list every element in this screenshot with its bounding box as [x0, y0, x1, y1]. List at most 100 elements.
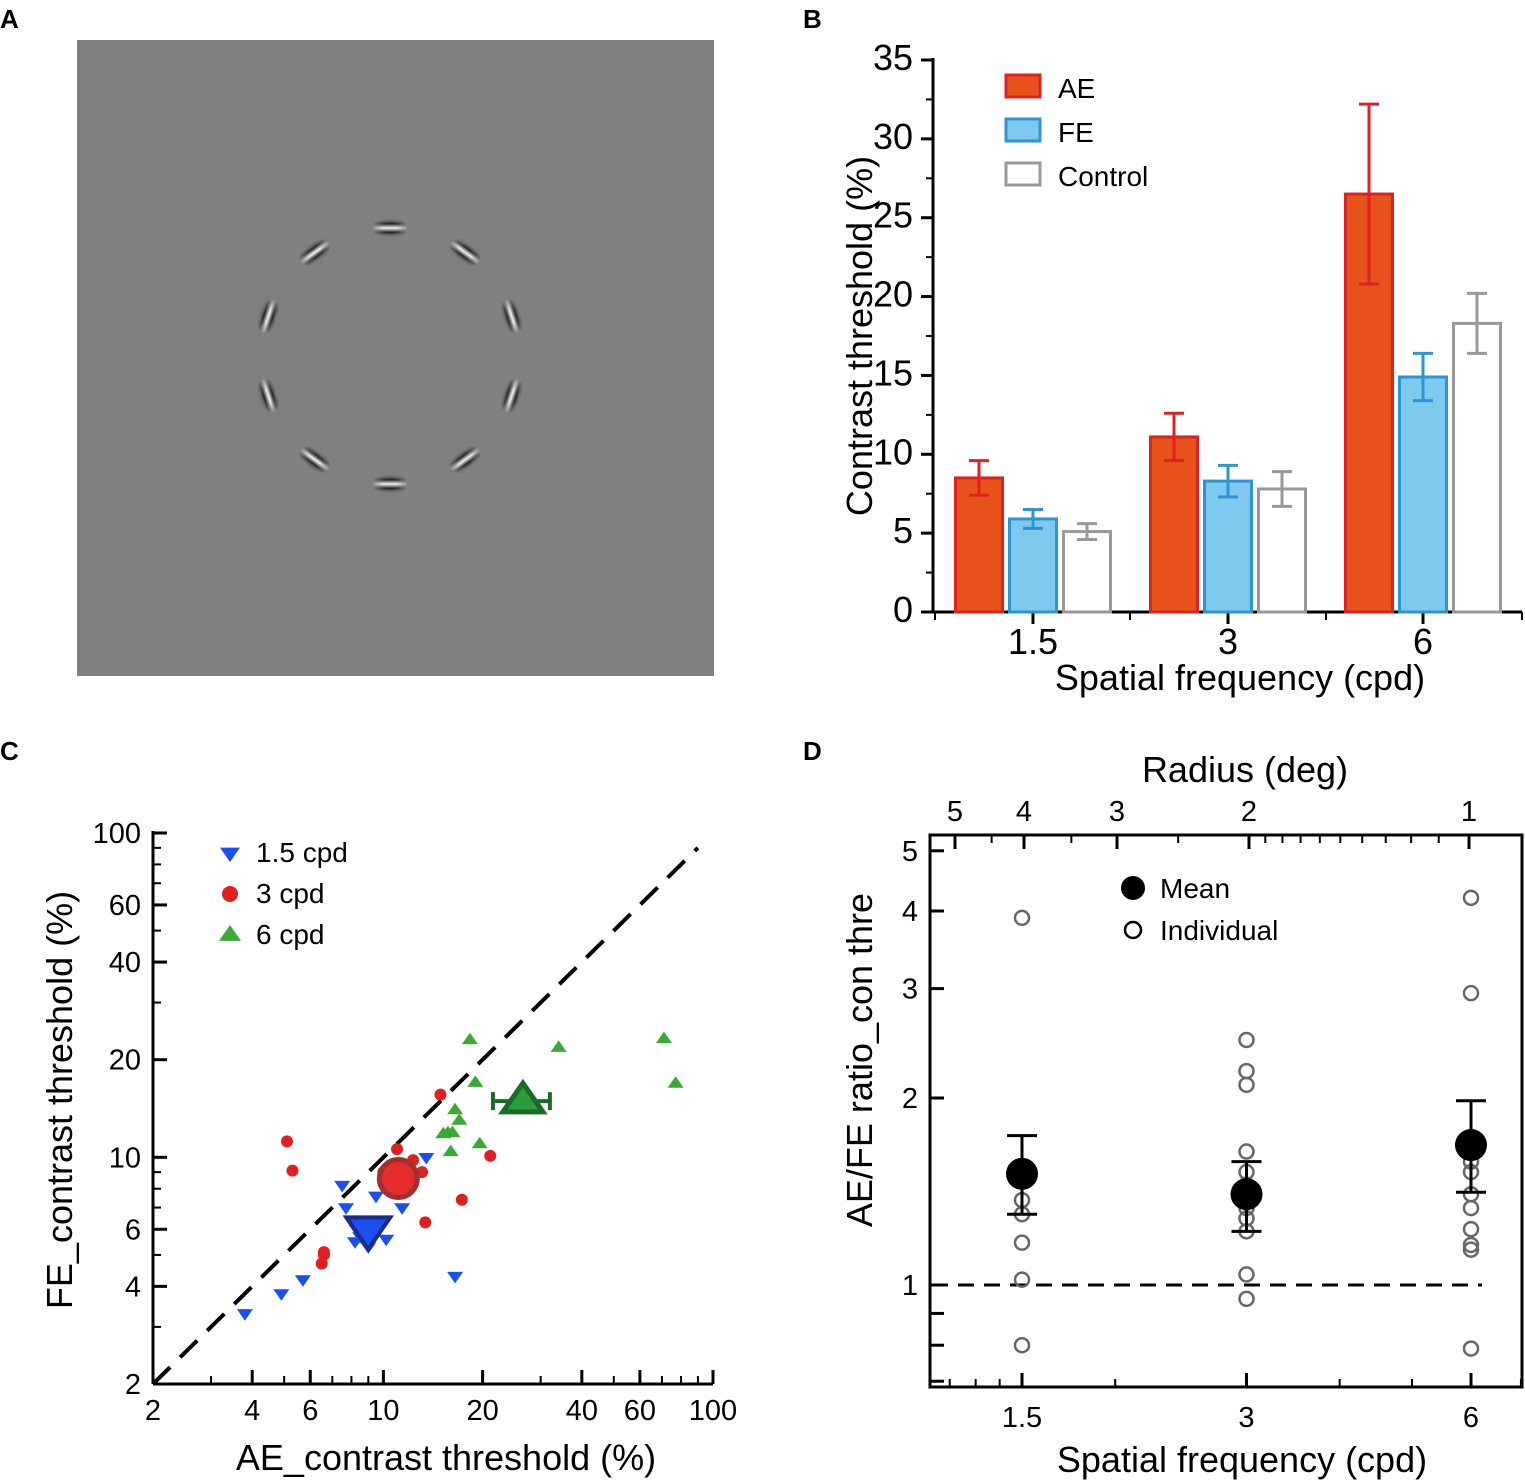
gabor-patch: [371, 471, 409, 497]
mean-6cpd: [498, 1078, 548, 1115]
identity-line: [151, 846, 700, 1386]
y-tick-label: 4: [902, 896, 918, 928]
y-tick-label: 2: [902, 1083, 918, 1115]
point-1-5cpd: [368, 1191, 384, 1204]
x-tick-label: 6: [1463, 1402, 1479, 1434]
point-6cpd: [444, 1125, 461, 1138]
bar-fe: [1203, 479, 1253, 614]
top-x-axis-label: Radius (deg): [1142, 749, 1348, 790]
legend-marker-6cpd: [219, 925, 241, 941]
y-tick-label: 60: [109, 890, 141, 922]
y-tick-label: 25: [873, 195, 913, 236]
panel-a-stimulus: [77, 40, 714, 676]
legend-label: 3 cpd: [256, 878, 325, 909]
bar-ae: [954, 476, 1004, 614]
gabor-envelope: [448, 444, 483, 475]
legend-label: FE: [1058, 117, 1094, 148]
point-1-5cpd: [394, 1203, 411, 1215]
gabor-envelope: [254, 377, 282, 415]
individual-point: [1013, 1271, 1031, 1288]
y-tick-label: 10: [109, 1142, 141, 1174]
gabor-envelope: [297, 444, 332, 475]
point-6cpd: [471, 1136, 488, 1149]
y-tick-label: 3: [902, 974, 918, 1006]
point-3cpd: [315, 1257, 328, 1270]
point-1-5cpd: [418, 1153, 435, 1165]
x-tick-label: 6: [1413, 621, 1433, 662]
mean-point: [1230, 1178, 1263, 1211]
point-6cpd: [467, 1075, 484, 1087]
x-tick-label: 20: [466, 1395, 498, 1427]
point-1-5cpd: [338, 1203, 354, 1215]
point-3cpd: [286, 1164, 299, 1177]
x-tick-label: 3: [1218, 621, 1238, 662]
x-tick-label: 2: [145, 1395, 161, 1427]
gabor-envelope: [498, 297, 526, 335]
y-tick-label: 0: [893, 589, 913, 630]
point-1-5cpd: [378, 1234, 395, 1247]
y-tick-label: 20: [873, 274, 913, 315]
panel-d-label: D: [803, 736, 822, 766]
point-1-5cpd: [334, 1180, 351, 1193]
point-1-5cpd: [273, 1289, 290, 1301]
legend-marker-1-5cpd: [220, 847, 240, 862]
y-tick-label: 15: [873, 352, 913, 393]
point-6cpd: [656, 1031, 672, 1044]
point-6cpd: [442, 1144, 459, 1157]
legend-swatch-fe: [1004, 117, 1042, 143]
panel-d-ratio-plot: 1.5 3 6 5 4 3 2 1 Radius (deg) 1 2 3 4 5 Mean Individua…: [839, 749, 1524, 1480]
gabor-patch: [448, 237, 483, 268]
individual-point: [1013, 1234, 1031, 1251]
individual-point: [1462, 1199, 1480, 1217]
mean-1-5cpd: [342, 1215, 395, 1253]
x-axis-label: Spatial frequency (cpd): [1057, 1439, 1427, 1480]
point-6cpd: [550, 1040, 567, 1052]
legend-swatch-ae: [1004, 73, 1042, 99]
gabor-envelope: [448, 237, 483, 268]
y-tick-label: 10: [873, 431, 913, 472]
individual-point: [1462, 1340, 1480, 1357]
legend-marker-mean: [1121, 876, 1145, 900]
x-axis-label: Spatial frequency (cpd): [1055, 657, 1425, 698]
y-tick-label: 20: [109, 1045, 141, 1077]
individual-point: [1013, 1336, 1031, 1354]
panel-c-scatter: 2 4 6 10 20 40 60 100 2 4 6 10 20 40 60 100 1.5 cpd 3 cpd…: [39, 818, 737, 1478]
y-tick-label: 100: [93, 818, 141, 850]
top-x-tick-label: 1: [1461, 796, 1477, 828]
individual-point: [1238, 1143, 1255, 1160]
gabor-envelope: [254, 297, 282, 335]
bar-ae: [1149, 435, 1199, 614]
legend-label: Individual: [1160, 915, 1278, 946]
x-tick-label: 10: [367, 1395, 399, 1427]
point-3cpd: [484, 1149, 497, 1162]
x-tick-label: 1.5: [1002, 1402, 1042, 1434]
y-tick-label: 4: [125, 1271, 141, 1303]
gabor-envelope: [297, 237, 332, 268]
individual-point: [1238, 1062, 1255, 1080]
y-axis-label: FE_contrast threshold (%): [39, 891, 80, 1309]
legend-label: AE: [1058, 73, 1095, 104]
y-tick-label: 5: [902, 836, 918, 868]
bar-control: [1452, 321, 1502, 614]
gabor-ring-icon: [254, 215, 526, 497]
y-axis-label: Contrast threshold (%): [839, 156, 880, 516]
legend-label: 1.5 cpd: [256, 837, 348, 868]
point-3cpd: [391, 1143, 404, 1156]
individual-point: [1238, 1266, 1255, 1283]
y-tick-label: 1: [902, 1270, 918, 1302]
individual-point: [1462, 889, 1480, 907]
individual-point: [1462, 984, 1480, 1002]
gabor-envelope: [371, 471, 409, 497]
bar-fe: [1008, 517, 1058, 614]
panel-b-bar-chart: 0 5 10 15 20 25 30 35 1.5 3 6 AE FE Control Spatial fr…: [839, 37, 1523, 698]
point-1-5cpd: [447, 1271, 464, 1284]
individual-point: [1462, 1241, 1480, 1258]
individual-point: [1238, 1031, 1255, 1049]
legend-label: 6 cpd: [256, 919, 325, 950]
legend-marker-individual: [1123, 920, 1143, 940]
top-x-tick-label: 5: [947, 796, 963, 828]
individual-point: [1013, 909, 1031, 927]
point-1-5cpd: [236, 1309, 253, 1321]
x-tick-label: 60: [624, 1395, 656, 1427]
